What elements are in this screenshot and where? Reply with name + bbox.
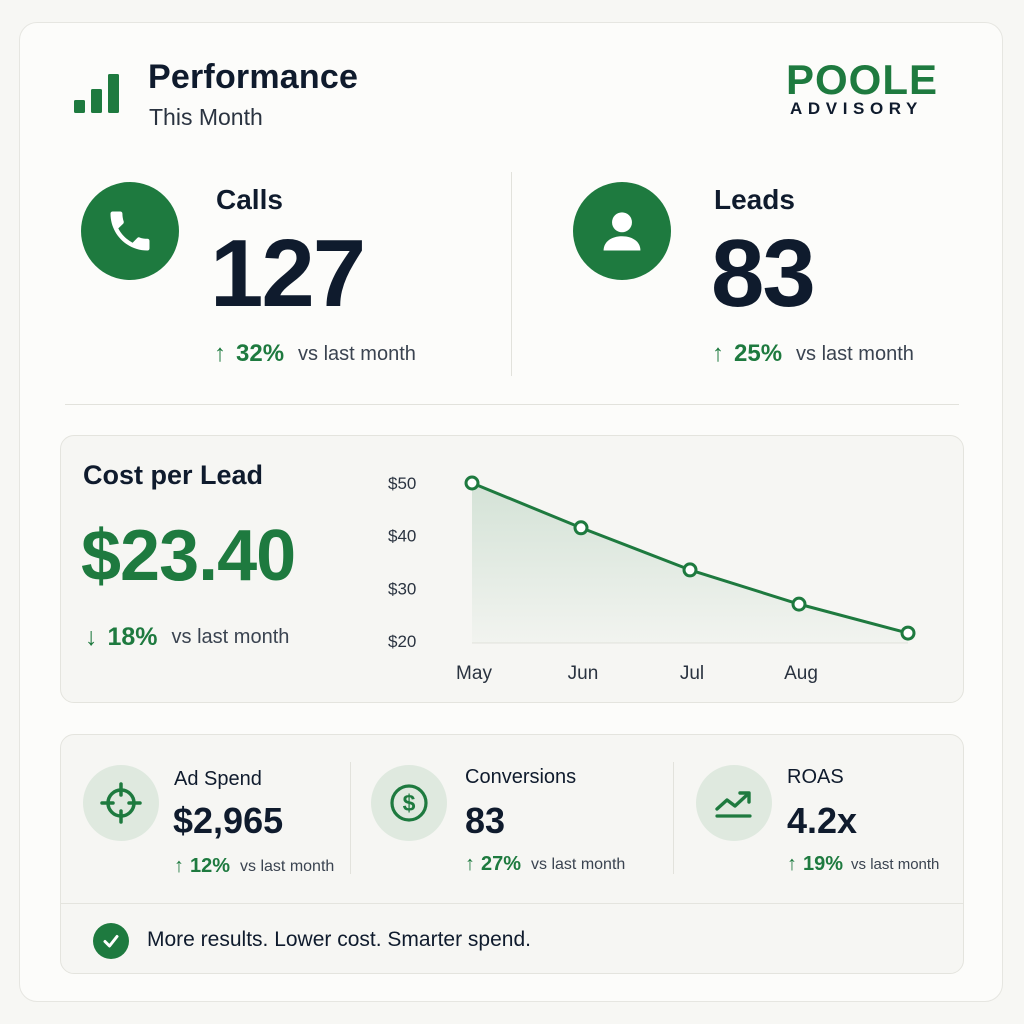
stat-divider <box>673 762 674 874</box>
stat-label-ad-spend: Ad Spend <box>174 768 262 790</box>
brand-logo-name: POOLE <box>786 56 939 103</box>
chart-point <box>900 625 916 641</box>
stat-delta-ad-spend: ↑ 12% vs last month <box>174 855 334 878</box>
chart-y-tick-label: $50 <box>388 474 416 493</box>
svg-text:$: $ <box>403 790 416 816</box>
cost-per-lead-delta: ↓ 18% vs last month <box>85 623 289 652</box>
kpi-comparison: vs last month <box>298 342 416 365</box>
chart-y-tick-label: $40 <box>388 527 416 546</box>
stats-panel <box>60 734 964 974</box>
cost-per-lead-comparison: vs last month <box>171 626 290 648</box>
footer-tagline: More results. Lower cost. Smarter spend. <box>147 928 531 951</box>
kpi-label-leads: Leads <box>714 184 795 215</box>
stat-comparison: vs last month <box>851 856 940 873</box>
kpi-change: 25% <box>734 340 783 367</box>
stat-change: 27% <box>481 853 522 875</box>
cost-per-lead-label: Cost per Lead <box>83 460 264 490</box>
stat-delta-conversions: ↑ 27% vs last month <box>465 853 625 876</box>
dollar-icon: $ <box>371 765 447 841</box>
stat-comparison: vs last month <box>531 855 626 873</box>
arrow-up-icon: ↑ <box>712 340 724 367</box>
chart-x-tick-label: May <box>456 663 492 684</box>
stat-divider <box>350 762 351 874</box>
chart-area <box>472 483 908 643</box>
arrow-up-icon: ↑ <box>214 340 226 367</box>
chart-x-tick-label: Jul <box>680 663 704 684</box>
kpi-comparison: vs last month <box>796 342 914 365</box>
kpi-divider <box>511 172 512 376</box>
cost-per-lead-value: $23.40 <box>81 516 296 596</box>
chart-x-tick-label: Jun <box>568 663 599 684</box>
target-icon <box>83 765 159 841</box>
arrow-up-icon: ↑ <box>787 853 797 875</box>
chart-point <box>791 596 807 612</box>
chart-x-tick-label: Aug <box>784 663 818 684</box>
page-subtitle: This Month <box>149 104 263 130</box>
chart-point <box>682 562 698 578</box>
stat-value-ad-spend: $2,965 <box>173 800 284 841</box>
bar-chart-icon <box>74 74 119 113</box>
phone-icon <box>81 182 179 280</box>
stat-change: 12% <box>190 855 231 877</box>
kpi-delta-calls: ↑ 32% vs last month <box>214 340 416 368</box>
kpi-delta-leads: ↑ 25% vs last month <box>712 340 914 368</box>
chart-point <box>464 475 480 491</box>
stat-value-conversions: 83 <box>465 800 506 841</box>
kpi-value-calls: 127 <box>210 220 366 327</box>
check-circle-icon <box>93 923 129 959</box>
kpi-change: 32% <box>236 340 285 367</box>
chart-y-tick-label: $20 <box>388 632 416 651</box>
stat-label-conversions: Conversions <box>465 766 577 788</box>
stat-change: 19% <box>803 853 844 875</box>
kpi-value-leads: 83 <box>711 220 816 327</box>
cost-per-lead-change: 18% <box>107 623 158 651</box>
stat-delta-roas: ↑ 19% vs last month <box>787 853 939 876</box>
kpi-label-calls: Calls <box>216 184 283 215</box>
arrow-down-icon: ↓ <box>85 623 98 651</box>
stat-value-roas: 4.2x <box>787 800 858 841</box>
chart-y-tick-label: $30 <box>388 579 416 598</box>
user-icon <box>573 182 671 280</box>
stat-label-roas: ROAS <box>787 766 844 788</box>
chart-point <box>573 520 589 536</box>
brand-logo-tagline: ADVISORY <box>790 99 923 118</box>
stat-comparison: vs last month <box>240 857 335 875</box>
arrow-up-icon: ↑ <box>465 853 475 875</box>
page-title: Performance <box>148 58 359 96</box>
arrow-up-icon: ↑ <box>174 855 184 877</box>
trend-up-icon <box>696 765 772 841</box>
section-divider <box>65 404 959 405</box>
cost-per-lead-chart: $50 $40 $30 $20 May Jun Jul Aug <box>388 474 916 684</box>
footer-divider <box>61 903 963 904</box>
